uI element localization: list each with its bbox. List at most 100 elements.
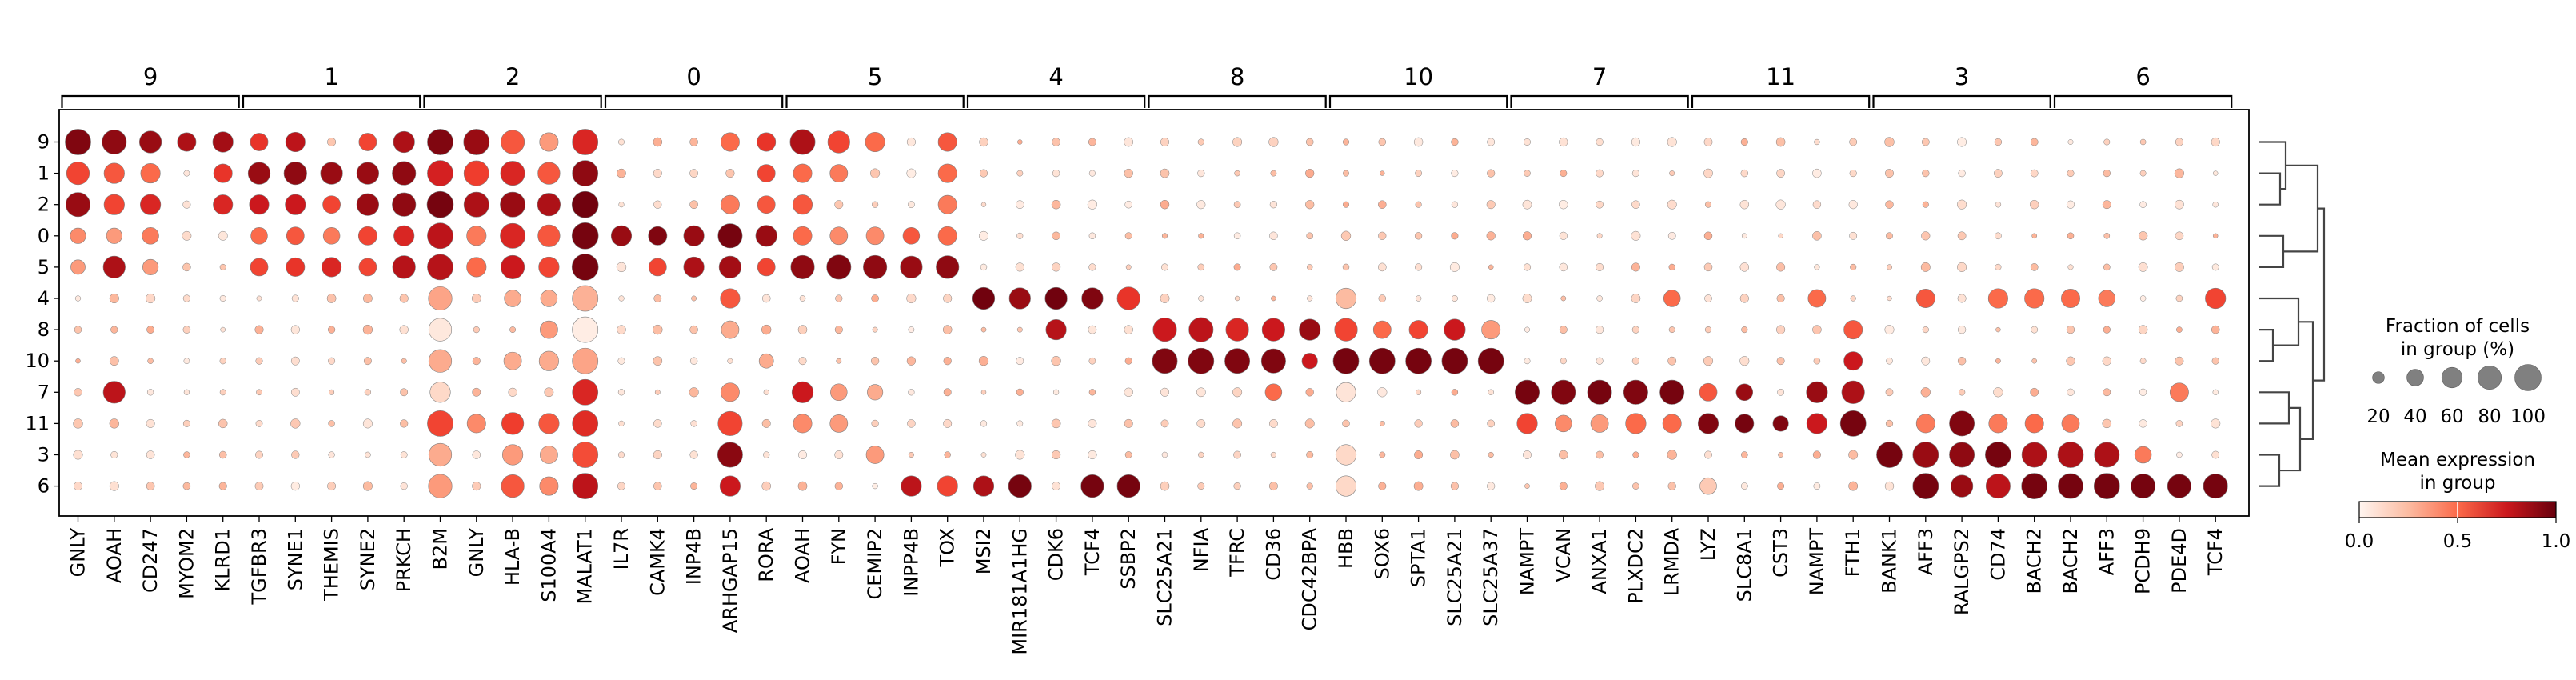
dot-g10-klrd1	[219, 358, 226, 365]
dot-g9-tcf4	[2211, 137, 2220, 147]
dot-g6-plxdc2	[1632, 482, 1639, 490]
dot-g6-nfia	[1197, 482, 1205, 490]
dot-g9-gnly	[65, 129, 91, 155]
dot-g1-tox	[937, 163, 957, 183]
dot-g4-lyz	[1704, 294, 1712, 302]
dot-g1-klrd1	[213, 163, 233, 183]
dot-g7-bach2	[2067, 388, 2075, 396]
dot-g5-slc25a21	[1449, 262, 1460, 272]
x-tick-label-pde4d: PDE4D	[2168, 528, 2191, 594]
dot-g1-gnly	[66, 162, 90, 186]
dot-g3-gnly	[73, 450, 83, 460]
dot-g7-cemip2	[867, 384, 884, 401]
dot-g3-inpp4b	[908, 451, 914, 458]
x-tick-label-cst3: CST3	[1770, 528, 1792, 578]
dot-g6-lyz	[1699, 477, 1717, 495]
dot-g11-sox6	[1379, 421, 1385, 426]
dot-g11-aff3	[2102, 418, 2112, 429]
dendro-root	[2313, 207, 2326, 382]
dot-g0-cst3	[1778, 233, 1783, 238]
dot-g6-cd74	[1985, 474, 2011, 499]
dot-g10-tcf4	[2211, 357, 2219, 365]
dot-g3-nfia	[1198, 451, 1204, 458]
dot-g0-cd74	[1995, 232, 2002, 240]
colorbar-title-line2: in group	[2419, 473, 2495, 494]
dot-g4-lrmda	[1663, 290, 1681, 307]
x-tick-label-fyn: FYN	[828, 528, 850, 565]
dot-g7-cd74	[1993, 387, 2003, 398]
dot-g8-inpp4b	[908, 326, 915, 333]
dot-g3-cd247	[146, 450, 155, 459]
dot-g2-msi2	[980, 202, 987, 207]
dot-g3-cd36	[1270, 451, 1276, 458]
dot-g8-klrd1	[220, 326, 226, 333]
dot-g1-prkch	[392, 161, 417, 186]
dot-g8-msi2	[980, 326, 987, 333]
dot-g6-lrmda	[1667, 482, 1676, 490]
dot-g0-inpp4b	[902, 227, 921, 245]
dot-g8-cdc42bpa	[1299, 318, 1321, 341]
dot-g2-arhgap15	[720, 194, 740, 214]
dot-g4-pcdh9	[2139, 295, 2147, 302]
dot-g6-mir181a1hg	[1008, 474, 1032, 498]
dot-g5-inp4b	[683, 256, 705, 278]
dot-g2-plxdc2	[1631, 200, 1640, 209]
x-tick-label-ssbp2: SSBP2	[1117, 528, 1140, 590]
x-tick-label-bach2: BACH2	[2023, 528, 2046, 594]
dot-g10-nampt	[1524, 358, 1531, 365]
dot-g2-malat1	[571, 190, 599, 218]
bracket-label-1: 1	[324, 63, 338, 90]
dot-g5-aoah	[790, 254, 815, 279]
dot-g8-camk4	[653, 324, 663, 335]
dot-g1-hla-b	[500, 161, 525, 186]
dot-g9-slc25a21	[1160, 137, 1170, 147]
dot-g11-cdk6	[1051, 418, 1061, 429]
x-tick-label-msi2: MSI2	[972, 528, 995, 574]
dot-g7-aoah	[791, 381, 814, 403]
dot-g6-spta1	[1413, 481, 1424, 491]
dot-g2-camk4	[653, 200, 662, 209]
dot-g5-bach2	[2067, 264, 2074, 270]
dot-g6-cdk6	[1052, 482, 1061, 491]
dot-g9-plxdc2	[1631, 137, 1641, 147]
dot-g7-slc25a21	[1160, 387, 1170, 397]
dot-g0-hla-b	[500, 222, 526, 249]
dot-g11-bach2	[2024, 414, 2044, 434]
dot-g4-aff3	[1915, 289, 1935, 308]
y-tick-label-10: 10	[25, 350, 50, 372]
dot-g1-myom2	[183, 170, 190, 177]
dot-g7-slc25a21	[1451, 389, 1459, 396]
dot-g7-msi2	[980, 390, 987, 395]
dot-g3-tfrc	[1233, 450, 1241, 459]
dot-g8-nampt	[1812, 325, 1822, 334]
dot-g1-cd74	[1994, 169, 2003, 178]
bracket-group-4	[966, 94, 1146, 108]
dot-g9-vcan	[1559, 137, 1568, 147]
dot-g4-tfrc	[1234, 295, 1240, 302]
dot-g9-slc25a21	[1451, 138, 1459, 146]
dendro-link-8-10	[2259, 329, 2274, 362]
x-tick-label-malat1: MALAT1	[574, 528, 597, 605]
bracket-label-10: 10	[1404, 63, 1433, 90]
dot-g1-nfia	[1197, 169, 1205, 178]
dot-g3-lrmda	[1667, 450, 1677, 460]
dot-g7-tfrc	[1232, 387, 1243, 398]
x-tick-label-aoah: AOAH	[103, 528, 126, 583]
dot-g4-slc25a37	[1486, 294, 1496, 303]
dot-g2-slc8a1	[1739, 199, 1750, 210]
dot-g1-gnly	[463, 160, 489, 186]
dot-g0-bach2	[2067, 232, 2075, 240]
y-tick-label-3: 3	[38, 444, 50, 466]
dot-g4-cdk6	[1044, 286, 1068, 310]
dot-g8-hbb	[1334, 318, 1358, 342]
dot-g2-pcdh9	[2139, 201, 2147, 208]
dot-g10-prkch	[401, 358, 407, 364]
x-tick-label-lyz: LYZ	[1697, 528, 1719, 561]
size-legend-label-20: 20	[2366, 406, 2390, 427]
dot-g7-rora	[763, 389, 769, 395]
dot-g11-mir181a1hg	[1016, 420, 1024, 427]
dot-g9-pcdh9	[2139, 138, 2147, 146]
dot-g7-hbb	[1336, 382, 1356, 402]
dot-g3-cdc42bpa	[1306, 451, 1314, 458]
dot-g10-cd74	[1995, 358, 2001, 364]
